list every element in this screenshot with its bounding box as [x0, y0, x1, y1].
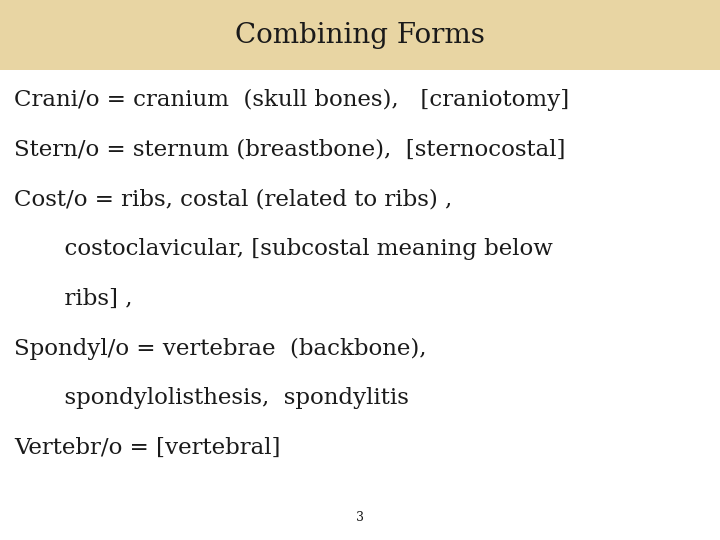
- Text: 3: 3: [356, 511, 364, 524]
- Text: Stern/o = sternum (breastbone),  [sternocostal]: Stern/o = sternum (breastbone), [sternoc…: [14, 139, 566, 161]
- Text: costoclavicular, [subcostal meaning below: costoclavicular, [subcostal meaning belo…: [50, 238, 553, 260]
- FancyBboxPatch shape: [0, 0, 720, 70]
- Text: Combining Forms: Combining Forms: [235, 22, 485, 49]
- Text: spondylolisthesis,  spondylitis: spondylolisthesis, spondylitis: [50, 387, 409, 409]
- Text: ribs] ,: ribs] ,: [50, 288, 133, 310]
- Text: Vertebr/o = [vertebral]: Vertebr/o = [vertebral]: [14, 437, 281, 459]
- Text: Crani/o = cranium  (skull bones),   [craniotomy]: Crani/o = cranium (skull bones), [cranio…: [14, 89, 570, 111]
- Text: Cost/o = ribs, costal (related to ribs) ,: Cost/o = ribs, costal (related to ribs) …: [14, 188, 453, 211]
- Text: Spondyl/o = vertebrae  (backbone),: Spondyl/o = vertebrae (backbone),: [14, 338, 427, 360]
